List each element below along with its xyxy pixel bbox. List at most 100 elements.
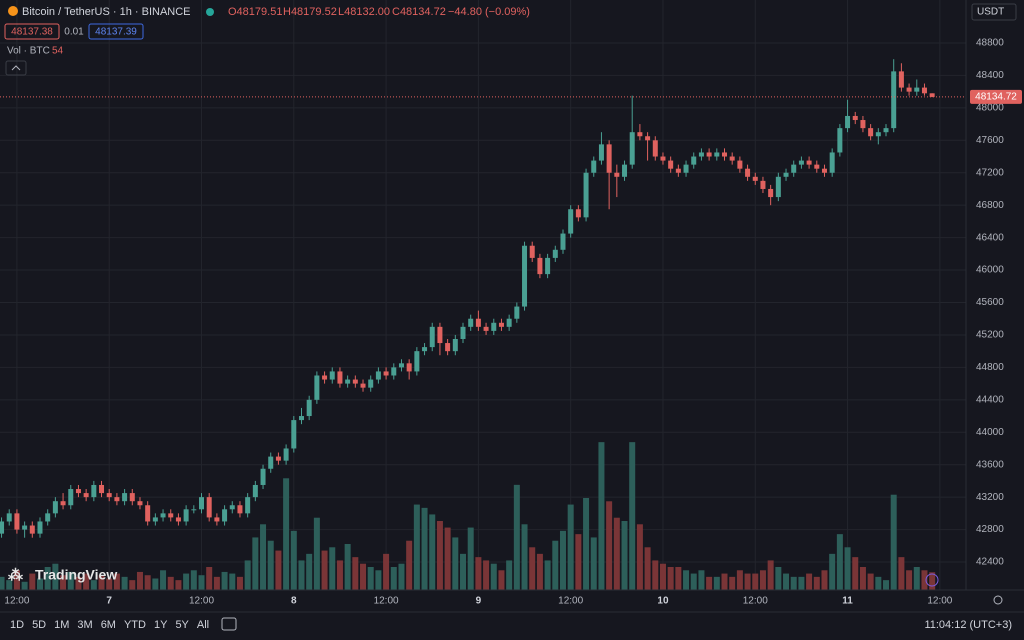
volume-bar — [160, 570, 167, 590]
volume-bar — [467, 527, 474, 590]
volume-bar — [890, 494, 897, 590]
range-button[interactable]: 6M — [101, 619, 116, 631]
volume-bar — [921, 570, 928, 590]
volume-bar — [206, 567, 213, 590]
range-button[interactable]: 1M — [54, 619, 69, 631]
candle-body — [668, 160, 674, 169]
candle-body — [398, 363, 404, 368]
y-tick-label: 45200 — [976, 330, 1004, 341]
volume-bar — [6, 580, 13, 590]
volume-bar — [398, 563, 405, 590]
range-button[interactable]: 5Y — [175, 619, 189, 631]
x-tick-label: 10 — [657, 596, 669, 607]
candle-body — [275, 456, 281, 461]
volume-bar — [521, 524, 528, 590]
range-button[interactable]: 1D — [10, 619, 24, 631]
volume-bar — [929, 572, 936, 590]
symbol-title[interactable]: Bitcoin / TetherUS · 1h · BINANCE — [22, 6, 191, 18]
last-price-label: 48134.72 — [975, 92, 1017, 103]
candle-body — [706, 152, 712, 157]
volume-bar — [229, 573, 236, 590]
candle-body — [160, 513, 166, 518]
candle-body — [368, 379, 374, 388]
candle-body — [152, 517, 158, 522]
x-tick-label: 11 — [842, 596, 853, 607]
candle-body — [329, 371, 335, 380]
candle-body — [806, 160, 812, 165]
volume-bar — [90, 580, 97, 590]
clock: 11:04:12 (UTC+3) — [924, 619, 1012, 631]
x-tick-label: 12:00 — [189, 596, 214, 607]
candle-body — [245, 497, 251, 514]
last-price-tag — [970, 89, 1022, 104]
candle-body — [422, 347, 428, 352]
volume-bar — [406, 540, 413, 590]
candle-body — [122, 493, 128, 502]
volume-bar — [175, 580, 182, 590]
volume-bar — [675, 567, 682, 590]
volume-bar — [844, 547, 851, 590]
volume-bar — [429, 514, 436, 590]
volume-bar — [483, 560, 490, 590]
candle-body — [714, 152, 720, 157]
range-button[interactable]: 3M — [77, 619, 92, 631]
volume-bar — [867, 573, 874, 590]
candle-body — [598, 144, 604, 161]
candle-body — [37, 521, 43, 534]
x-tick-label: 12:00 — [743, 596, 768, 607]
volume-bar — [559, 530, 566, 590]
volume-bar — [659, 563, 666, 590]
volume-bar — [906, 570, 913, 590]
candle-body — [314, 375, 320, 400]
candle-body — [483, 326, 489, 331]
candle-body — [683, 164, 689, 173]
volume-bar — [783, 573, 790, 590]
range-button[interactable]: YTD — [124, 619, 146, 631]
range-button[interactable]: 5D — [32, 619, 46, 631]
candle-body — [6, 513, 12, 522]
candle-body — [552, 249, 558, 258]
currency-box[interactable] — [971, 3, 1017, 21]
settings-icon[interactable] — [993, 595, 1003, 605]
y-tick-label: 48000 — [976, 103, 1004, 114]
y-tick-label: 47200 — [976, 167, 1004, 178]
bid-box[interactable] — [4, 23, 60, 40]
volume-bar — [806, 573, 813, 590]
grid — [0, 0, 966, 590]
candle-body — [406, 363, 412, 372]
candle-body — [29, 525, 35, 534]
candle-body — [183, 509, 189, 522]
candle-body — [52, 501, 58, 514]
volume-bar — [444, 527, 451, 590]
volume-bar — [698, 570, 705, 590]
volume-bar — [552, 540, 559, 590]
candle-body — [214, 517, 220, 522]
volume-bar — [852, 557, 859, 590]
volume-bar — [367, 567, 374, 590]
volume-bar — [190, 570, 197, 590]
range-button[interactable]: 1Y — [154, 619, 168, 631]
candle-body — [345, 379, 351, 384]
candle-body — [106, 493, 112, 498]
candle-body — [675, 168, 681, 173]
volume-bar — [513, 484, 520, 590]
volume-bar — [436, 521, 443, 590]
candle-body — [114, 497, 120, 502]
ohlc-high: H48179.52 — [283, 6, 337, 18]
volume-bar — [498, 570, 505, 590]
candle-body — [929, 93, 935, 97]
collapse-button[interactable] — [5, 60, 27, 76]
candle-body — [352, 379, 358, 384]
volume-bar — [298, 560, 305, 590]
volume-bar — [252, 537, 259, 590]
ask-box[interactable] — [88, 23, 144, 40]
volume-bar — [452, 537, 459, 590]
volume-bar — [544, 560, 551, 590]
candle-body — [752, 176, 758, 181]
range-button[interactable]: All — [197, 619, 209, 631]
date-range-icon[interactable] — [221, 617, 237, 631]
replay-icon[interactable] — [925, 573, 939, 587]
ohlc-low: L48132.00 — [338, 6, 390, 18]
volume-bar — [121, 576, 128, 590]
